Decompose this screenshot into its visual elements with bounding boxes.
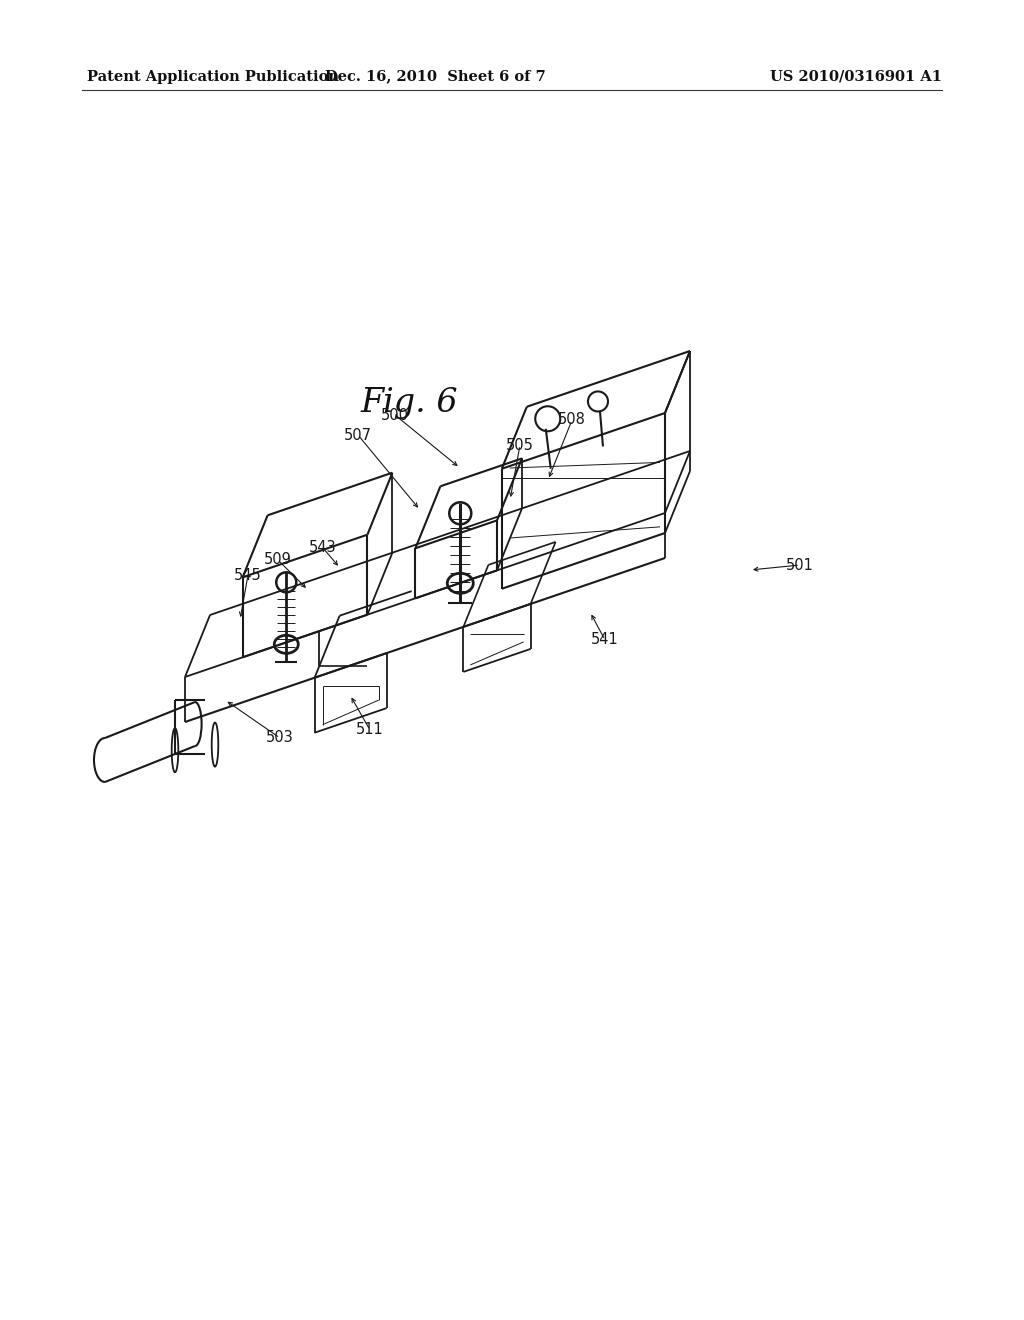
Text: Fig. 6: Fig. 6 [360,387,459,418]
Text: Dec. 16, 2010  Sheet 6 of 7: Dec. 16, 2010 Sheet 6 of 7 [325,70,546,83]
Text: 500: 500 [381,408,409,422]
Text: 511: 511 [356,722,384,738]
Text: 541: 541 [591,632,618,648]
Text: 507: 507 [344,428,372,442]
Text: 545: 545 [234,568,262,582]
Text: 503: 503 [266,730,294,746]
Text: 505: 505 [506,437,534,453]
Text: 508: 508 [558,412,586,428]
Text: US 2010/0316901 A1: US 2010/0316901 A1 [770,70,942,83]
Text: 543: 543 [309,540,337,556]
Text: 509: 509 [264,553,292,568]
Text: 501: 501 [786,557,814,573]
Text: Patent Application Publication: Patent Application Publication [87,70,339,83]
